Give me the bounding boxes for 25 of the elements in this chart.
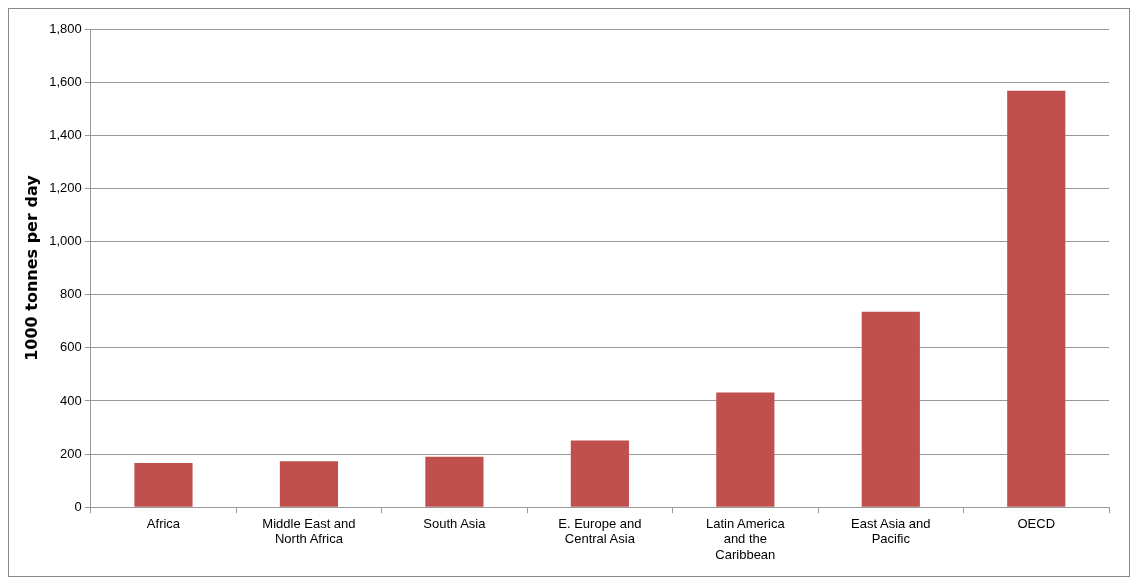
bar [279, 461, 339, 507]
x-tick-label: OECD [1017, 515, 1056, 531]
y-tick-label: 600 [60, 339, 82, 355]
x-tick-label: Middle East and North Africa [262, 515, 356, 547]
y-tick-label: 800 [60, 286, 82, 302]
x-tick-label: Africa [146, 515, 181, 531]
y-tick-label: 1,800 [49, 20, 82, 36]
bar [861, 311, 920, 507]
bar [425, 456, 484, 507]
y-tick-label: 1,200 [49, 179, 82, 195]
bar [716, 392, 775, 507]
x-tick-label: East Asia and Pacific [851, 515, 931, 547]
y-axis-title: 1000 tonnes per day [21, 174, 41, 361]
x-tick-label: E. Europe and Central Asia [558, 515, 642, 547]
bar [134, 463, 193, 507]
x-tick-label: Latin America and the Caribbean [705, 515, 786, 562]
y-tick-label: 1,000 [49, 233, 82, 249]
x-tick-label: South Asia [423, 515, 487, 531]
y-tick-label: 0 [74, 498, 82, 514]
y-tick-label: 200 [60, 445, 82, 461]
y-tick-label: 1,400 [49, 126, 82, 142]
y-tick-label: 1,600 [49, 73, 82, 89]
bar [1007, 90, 1066, 507]
y-tick-label: 400 [60, 392, 82, 408]
bar [570, 440, 629, 507]
